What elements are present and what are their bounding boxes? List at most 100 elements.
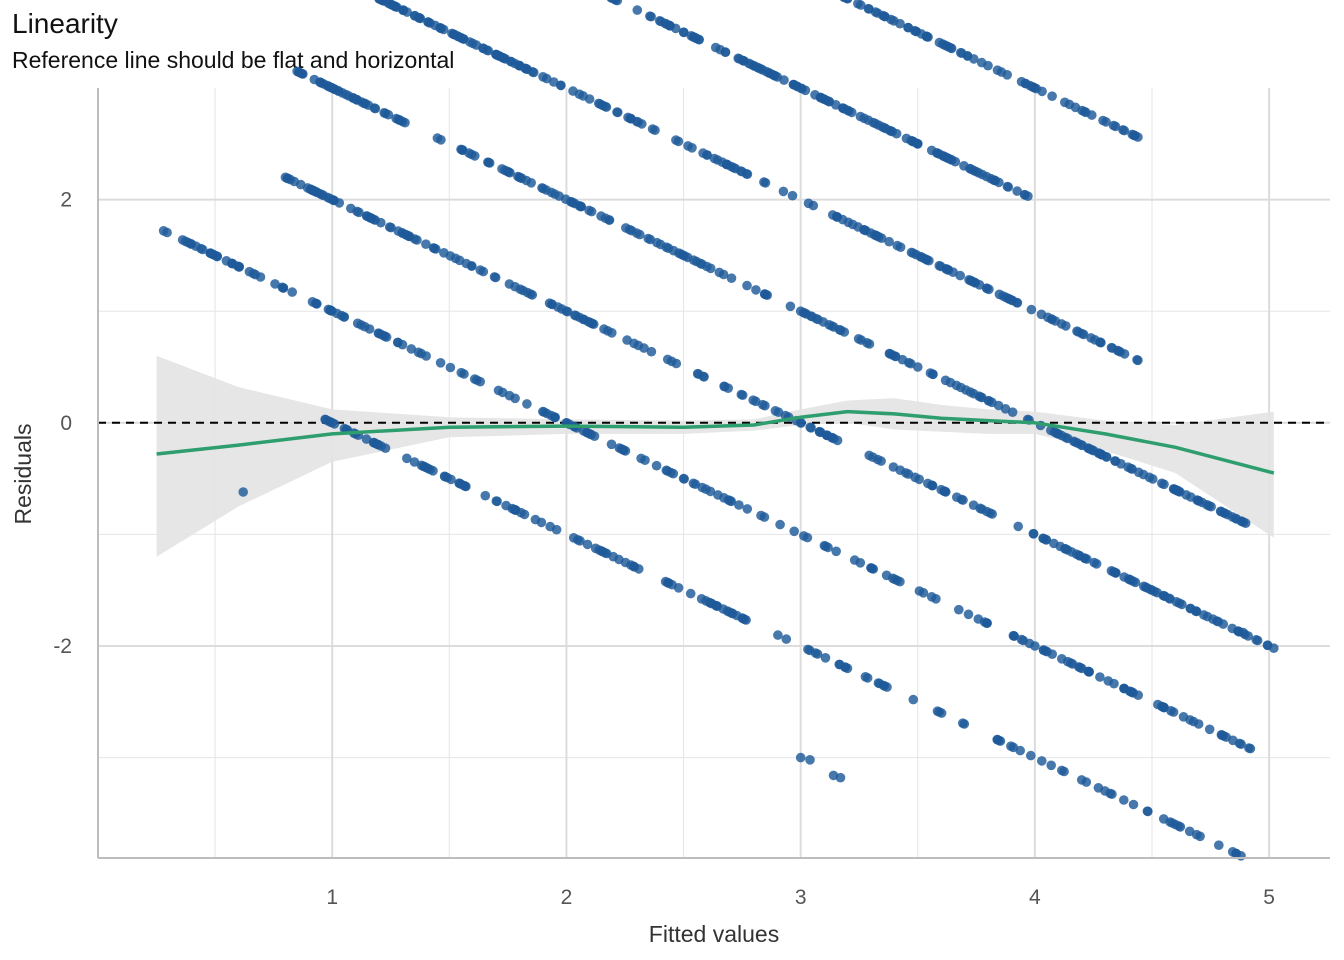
- data-point: [943, 265, 954, 275]
- data-point: [549, 412, 560, 423]
- data-point: [969, 54, 979, 64]
- data-point: [1236, 851, 1246, 861]
- data-point: [333, 86, 343, 96]
- data-point: [785, 301, 796, 312]
- data-point: [981, 171, 992, 182]
- data-point: [868, 452, 878, 463]
- data-point: [618, 445, 629, 455]
- data-point: [1166, 706, 1176, 716]
- data-point: [646, 11, 656, 22]
- data-point: [1084, 443, 1094, 454]
- x-tick-label: 2: [561, 886, 573, 909]
- data-point: [465, 37, 475, 47]
- data-point: [546, 299, 557, 310]
- data-point: [497, 387, 508, 398]
- data-point: [329, 195, 340, 206]
- data-point: [820, 653, 831, 663]
- data-point: [421, 239, 431, 249]
- data-point: [1063, 433, 1073, 444]
- data-point: [1067, 659, 1078, 669]
- data-point: [1158, 814, 1169, 824]
- data-point: [1023, 191, 1033, 201]
- data-point: [305, 184, 316, 194]
- data-point: [936, 261, 946, 272]
- y-tick-label: -2: [53, 635, 72, 658]
- data-point: [895, 242, 906, 252]
- data-point: [862, 673, 873, 683]
- data-point: [1110, 456, 1120, 466]
- data-point: [1227, 623, 1237, 634]
- data-point: [1002, 70, 1012, 80]
- data-point: [483, 157, 493, 167]
- data-point: [799, 531, 809, 541]
- data-point: [1110, 121, 1121, 132]
- data-point: [352, 318, 363, 329]
- data-point: [1047, 91, 1057, 101]
- data-point: [435, 23, 446, 33]
- data-point: [1018, 635, 1029, 646]
- data-point: [647, 124, 658, 134]
- data-point: [710, 42, 721, 53]
- data-point: [416, 460, 427, 471]
- data-point: [360, 98, 371, 109]
- data-point: [931, 594, 941, 604]
- data-point: [1103, 676, 1113, 686]
- data-point: [678, 27, 689, 37]
- data-point: [514, 172, 525, 183]
- data-point: [315, 77, 325, 87]
- data-point: [927, 480, 937, 491]
- data-point: [671, 135, 681, 145]
- x-tick-label: 5: [1263, 886, 1275, 909]
- data-point: [1108, 567, 1119, 577]
- data-point: [1006, 295, 1017, 305]
- data-point: [234, 261, 244, 272]
- data-point: [842, 0, 853, 4]
- data-point: [982, 618, 992, 628]
- data-point: [631, 228, 642, 238]
- data-point: [376, 329, 387, 340]
- data-point: [966, 164, 976, 174]
- data-point: [732, 610, 742, 621]
- data-point: [748, 395, 758, 406]
- data-point: [1142, 806, 1153, 816]
- data-point: [726, 496, 736, 507]
- data-point: [992, 65, 1003, 75]
- data-point: [701, 596, 711, 606]
- data-point: [369, 103, 380, 113]
- data-point: [1090, 335, 1100, 345]
- data-point: [507, 503, 517, 514]
- data-point: [742, 504, 753, 514]
- data-point: [608, 551, 619, 562]
- data-point: [442, 472, 453, 483]
- data-point: [1008, 742, 1019, 753]
- data-point: [480, 490, 491, 501]
- data-point: [795, 752, 806, 763]
- data-point: [1119, 683, 1129, 694]
- data-point: [366, 213, 376, 223]
- data-point: [329, 419, 340, 429]
- data-point: [1227, 847, 1238, 857]
- data-point: [177, 235, 188, 245]
- data-point: [660, 576, 671, 587]
- data-point: [404, 231, 414, 241]
- data-point: [320, 414, 331, 425]
- data-point: [958, 718, 968, 728]
- data-point: [361, 434, 372, 444]
- data-point: [1193, 495, 1204, 506]
- data-point: [1144, 472, 1155, 483]
- data-point: [842, 663, 853, 674]
- data-point: [568, 533, 579, 543]
- chart-title: Linearity: [12, 8, 118, 39]
- data-point: [914, 586, 925, 596]
- data-point: [466, 261, 477, 271]
- data-point: [1214, 840, 1224, 850]
- data-point: [625, 113, 636, 124]
- data-point: [1053, 429, 1064, 439]
- data-point: [500, 54, 511, 64]
- data-point: [633, 117, 643, 127]
- data-point: [1095, 672, 1105, 682]
- data-point: [862, 338, 872, 348]
- data-point: [515, 284, 525, 295]
- y-axis-title: Residuals: [10, 424, 36, 525]
- data-point: [913, 139, 923, 149]
